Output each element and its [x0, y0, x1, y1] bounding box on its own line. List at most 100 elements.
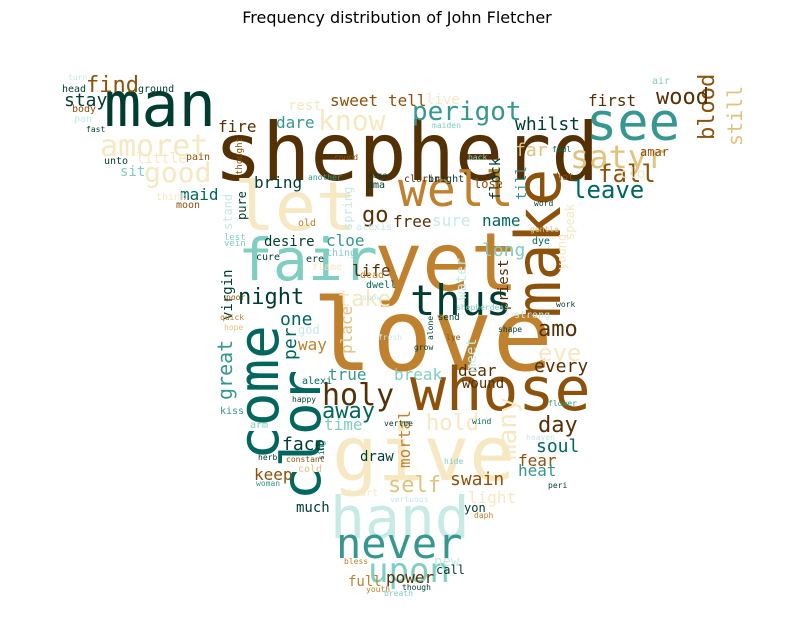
word-cure: cure: [256, 252, 280, 263]
word-hide: hide: [444, 457, 463, 466]
word-another: another: [308, 173, 342, 182]
word-thing: thing: [326, 248, 356, 259]
word-face: face: [282, 434, 325, 455]
word-ama: ama: [367, 180, 385, 191]
word-sit: sit: [120, 164, 145, 180]
word-arm: arm: [250, 420, 268, 431]
word-well: well: [398, 162, 514, 218]
word-maid: maid: [180, 185, 219, 204]
word-dare: dare: [276, 113, 315, 132]
word-lye: lye: [446, 333, 461, 342]
word-ease: ease: [368, 171, 387, 180]
word-cloe: cloe: [326, 231, 365, 250]
word-whilst: whilst: [515, 114, 580, 135]
word-upon: upon: [368, 551, 450, 591]
word-fast: fast: [86, 125, 105, 134]
word-gentle: gentle: [530, 225, 559, 234]
word-think: think: [156, 192, 186, 203]
word-full: full: [348, 574, 382, 590]
word-bring: bring: [254, 173, 302, 192]
word-rest: rest: [288, 98, 322, 114]
word-till: till: [514, 166, 530, 200]
word-light: light: [468, 488, 516, 507]
word-hold: hold: [426, 411, 479, 436]
word-love: love: [312, 277, 553, 394]
word-go: go: [362, 203, 389, 228]
word-satyr: satyr: [570, 138, 666, 176]
word-fair: fair: [238, 226, 378, 294]
word-alexis: alexis: [356, 222, 392, 233]
word-give: give: [332, 409, 515, 498]
word-show: show: [362, 293, 381, 302]
word-eye: eye: [538, 339, 581, 367]
word-blood: blood: [695, 74, 720, 140]
word-wind: wind: [472, 417, 491, 426]
word-though: though: [402, 583, 431, 592]
word-strong: strong: [514, 310, 550, 321]
word-hot: hot: [556, 172, 574, 183]
word-many: many: [493, 397, 523, 460]
word-shepherd: shepherd: [214, 106, 599, 199]
word-stay: stay: [64, 90, 108, 111]
word-dye: dye: [532, 236, 550, 247]
word-young: young: [555, 234, 569, 270]
word-fall: fall: [598, 160, 656, 188]
word-woman: woman: [256, 479, 280, 488]
word-alexi: alexi: [302, 376, 332, 387]
word-amo: amo: [538, 317, 578, 342]
word-life: life: [352, 261, 391, 280]
word-fresh: fresh: [378, 333, 402, 342]
word-long: long: [482, 240, 525, 261]
word-great: great: [213, 340, 237, 400]
word-poor: poor: [226, 293, 245, 302]
word-vertue: vertue: [384, 419, 413, 428]
word-breath: breath: [384, 589, 413, 598]
word-unto: unto: [104, 156, 128, 167]
word-water: water: [454, 258, 470, 300]
word-sweet: sweet: [330, 91, 378, 110]
word-flock: flock: [488, 157, 504, 200]
word-tell: tell: [388, 91, 427, 110]
word-break: break: [394, 365, 443, 384]
word-away: away: [322, 399, 375, 424]
word-virgin: virgin: [220, 269, 236, 320]
word-spring: spring: [341, 187, 355, 230]
word-way: way: [298, 335, 327, 354]
word-word: word: [534, 199, 553, 208]
word-herb: herb: [258, 453, 277, 462]
word-much: much: [296, 500, 330, 516]
word-bless: bless: [344, 557, 368, 566]
word-dear: dear: [458, 361, 497, 380]
word-wound: wound: [462, 376, 504, 392]
word-maiden: maiden: [432, 121, 461, 130]
word-priest: priest: [496, 259, 512, 310]
word-peri: peri: [548, 481, 567, 490]
word-bright: bright: [428, 174, 464, 185]
word-make: make: [502, 169, 575, 318]
word-come: come: [227, 325, 292, 460]
word-lest: lest: [224, 233, 246, 243]
word-clo: clo: [620, 166, 645, 182]
word-ere: ere: [306, 254, 324, 265]
word-back: back: [468, 153, 487, 162]
word-round: round: [334, 153, 358, 162]
word-perigot: perigot: [412, 97, 522, 127]
word-clor: clor: [270, 370, 333, 500]
word-see: see: [586, 93, 680, 153]
word-yet: yet: [374, 216, 519, 309]
word-hope: hope: [224, 323, 243, 332]
word-hand: hand: [330, 484, 470, 552]
word-far: far: [515, 140, 548, 161]
word-sure: sure: [432, 211, 471, 230]
word-know: know: [318, 104, 386, 137]
word-desire: desire: [264, 234, 315, 250]
word-wood: wood: [656, 85, 709, 110]
word-find: find: [86, 73, 139, 98]
word-yon: yon: [464, 501, 486, 515]
word-still: still: [723, 86, 747, 146]
word-keep: keep: [254, 465, 293, 484]
word-send: send: [438, 313, 460, 323]
word-sing: sing: [317, 441, 326, 460]
word-one: one: [280, 309, 313, 330]
